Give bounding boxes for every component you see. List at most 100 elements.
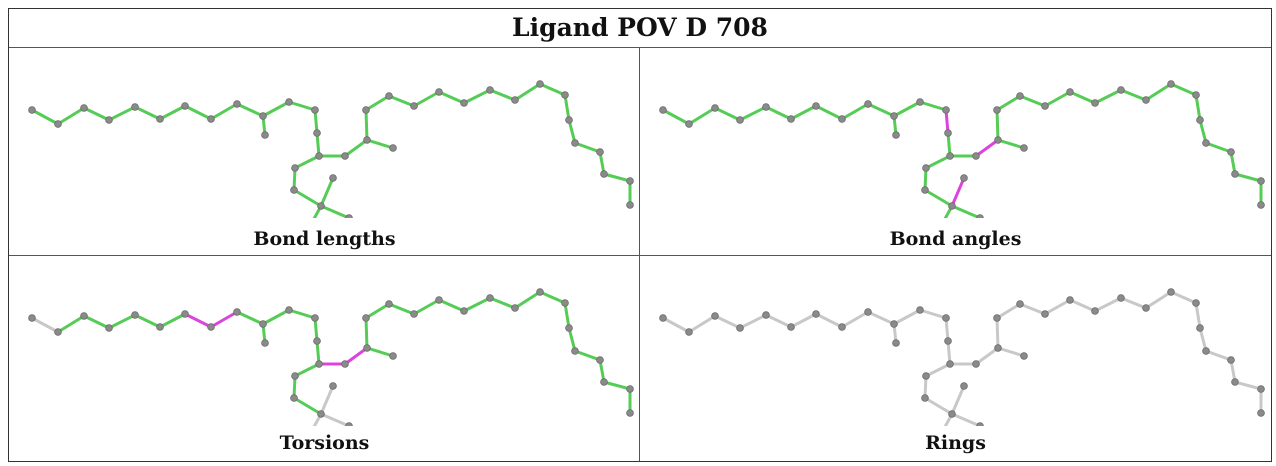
bond xyxy=(950,176,966,208)
atom xyxy=(389,144,397,152)
atom xyxy=(311,106,319,114)
atom xyxy=(946,360,954,368)
atom xyxy=(561,91,569,99)
atom xyxy=(315,360,323,368)
atom xyxy=(1091,307,1099,315)
atom xyxy=(1231,170,1239,178)
atom xyxy=(976,422,984,426)
atom xyxy=(28,106,36,114)
bond xyxy=(892,308,922,326)
bond xyxy=(158,312,187,329)
bond xyxy=(1093,88,1123,105)
panel-caption: Rings xyxy=(925,432,986,454)
bond xyxy=(287,308,317,320)
bond xyxy=(315,339,321,366)
atom xyxy=(565,324,573,332)
atom xyxy=(736,116,744,124)
atom xyxy=(890,112,898,120)
atom xyxy=(105,324,113,332)
atom xyxy=(486,294,494,302)
bond xyxy=(944,316,950,343)
atom xyxy=(1041,310,1049,318)
bond xyxy=(1169,82,1198,97)
bond xyxy=(364,316,369,350)
atom xyxy=(942,106,950,114)
bond xyxy=(293,362,321,378)
atom xyxy=(54,120,62,128)
bond xyxy=(315,131,321,158)
atom xyxy=(711,312,719,320)
atom xyxy=(944,129,952,137)
bond xyxy=(319,204,351,218)
atom xyxy=(864,308,872,316)
bond xyxy=(563,301,571,330)
bond xyxy=(364,108,369,142)
bond xyxy=(789,312,818,329)
atom xyxy=(80,312,88,320)
bond xyxy=(1144,82,1173,102)
bond xyxy=(950,204,982,218)
atom xyxy=(1020,352,1028,360)
atom xyxy=(511,304,519,312)
atom xyxy=(916,98,924,106)
bond xyxy=(602,380,632,391)
bond xyxy=(814,312,844,329)
atom xyxy=(892,131,900,139)
bond xyxy=(924,362,952,378)
atom xyxy=(363,344,371,352)
bond xyxy=(364,94,391,112)
bond xyxy=(313,316,319,343)
atom xyxy=(1016,92,1024,100)
atom xyxy=(944,337,952,345)
atom xyxy=(972,152,980,160)
bond xyxy=(661,316,691,334)
atom xyxy=(1091,99,1099,107)
bond xyxy=(183,312,213,329)
bond xyxy=(1068,298,1097,313)
bond xyxy=(738,105,768,122)
bond xyxy=(30,316,60,334)
bond xyxy=(235,310,265,326)
atom xyxy=(1257,201,1265,209)
atom xyxy=(486,86,494,94)
atom xyxy=(385,300,393,308)
atom xyxy=(1020,144,1028,152)
bond xyxy=(713,106,742,122)
atom xyxy=(565,116,573,124)
atom xyxy=(259,320,267,328)
atom xyxy=(864,100,872,108)
atom xyxy=(341,360,349,368)
bond xyxy=(365,346,395,358)
bond xyxy=(946,131,952,158)
atom xyxy=(329,382,337,390)
page-title: Ligand POV D 708 xyxy=(512,13,768,42)
atom xyxy=(994,136,1002,144)
bond xyxy=(764,313,793,329)
atom xyxy=(1196,116,1204,124)
bond xyxy=(995,302,1022,320)
bond xyxy=(209,102,239,121)
bond xyxy=(319,412,351,426)
atom xyxy=(1066,296,1074,304)
bond xyxy=(319,176,335,208)
bond xyxy=(133,313,162,329)
bond xyxy=(567,326,577,353)
atom xyxy=(460,307,468,315)
atom xyxy=(838,115,846,123)
bond xyxy=(343,138,369,158)
atom xyxy=(261,131,269,139)
atom xyxy=(291,164,299,172)
bond xyxy=(513,290,542,310)
bond xyxy=(892,100,922,118)
panel-caption: Torsions xyxy=(279,432,370,454)
atom xyxy=(596,356,604,364)
atom xyxy=(410,102,418,110)
bond xyxy=(995,94,1022,112)
bond xyxy=(1144,290,1173,310)
atom xyxy=(181,102,189,110)
bond xyxy=(923,188,954,208)
molecule-diagram-torsions xyxy=(28,288,634,426)
atom xyxy=(626,201,634,209)
atom xyxy=(736,324,744,332)
bond xyxy=(292,188,323,208)
